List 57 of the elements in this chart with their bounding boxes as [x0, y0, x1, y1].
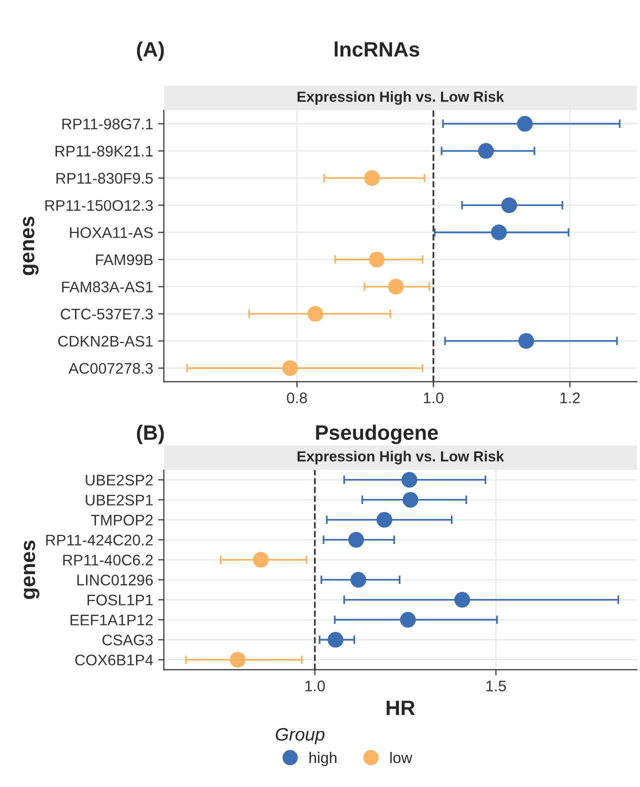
y-tick-label: RP11-830F9.5 — [56, 172, 153, 184]
y-tick-label: FAM99B — [96, 254, 153, 266]
point — [376, 512, 392, 528]
x-tick-label: 1.0 — [424, 392, 444, 404]
legend-label: high — [310, 752, 336, 766]
y-tick-label: FAM83A-AS1 — [62, 282, 153, 292]
y-tick-label: LINC01296 — [77, 574, 153, 586]
chart-subtitle: Expression High vs. Low Risk — [298, 91, 504, 105]
x-axis-title: HR — [386, 700, 415, 716]
y-tick-label: RP11-40C6.2 — [63, 554, 153, 566]
point — [402, 492, 418, 508]
text: (A) — [136, 41, 164, 61]
point — [282, 360, 298, 376]
point — [348, 532, 364, 548]
y-tick-label: EEF1A1P12 — [70, 614, 153, 626]
point — [307, 306, 324, 322]
y-tick-label: HOXA11-AS — [70, 227, 153, 238]
y-tick-label: FOSL1P1 — [88, 594, 153, 606]
point — [501, 197, 518, 214]
point — [253, 552, 269, 568]
point — [364, 170, 380, 186]
point — [402, 472, 418, 488]
point — [230, 652, 246, 668]
legend-label: low — [390, 752, 412, 764]
y-tick-label: RP11-98G7.1 — [62, 118, 153, 130]
y-tick-label: RP11-150O12.3 — [45, 200, 153, 211]
x-tick-label: 0.8 — [286, 392, 307, 404]
y-tick-label: UBE2SP2 — [86, 474, 153, 486]
x-tick-label: 1.0 — [305, 680, 325, 692]
y-axis-title: genes — [24, 540, 40, 600]
y-tick-label: CSAG3 — [102, 634, 153, 646]
text: (B) — [136, 424, 164, 444]
point — [517, 116, 533, 132]
point — [491, 224, 507, 240]
point — [368, 252, 385, 268]
x-tick-label: 1.5 — [486, 680, 506, 692]
x-tick-label: 1.2 — [560, 392, 580, 404]
y-tick-label: UBE2SP1 — [86, 494, 153, 506]
legend-title: Group — [276, 728, 324, 744]
point — [478, 143, 494, 159]
point — [518, 333, 534, 349]
point — [388, 278, 404, 295]
chart-subtitle: Expression High vs. Low Risk — [298, 450, 504, 464]
y-tick-label: CDKN2B-AS1 — [58, 336, 153, 347]
chart-title: Pseudogene — [316, 424, 438, 444]
y-tick-label: TMPOP2 — [90, 514, 153, 526]
y-tick-label: RP11-89K21.1 — [56, 146, 153, 157]
y-tick-label: AC007278.3 — [68, 362, 153, 374]
point — [400, 612, 416, 628]
point — [328, 632, 344, 648]
y-tick-label: CTC-537E7.3 — [60, 308, 153, 320]
y-tick-label: COX6B1P4 — [75, 654, 153, 666]
y-tick-label: RP11-424C20.2 — [46, 534, 153, 546]
chart-title: lncRNAs — [334, 41, 420, 57]
y-axis-title: genes — [22, 216, 39, 276]
point — [454, 592, 470, 608]
point — [350, 572, 366, 588]
